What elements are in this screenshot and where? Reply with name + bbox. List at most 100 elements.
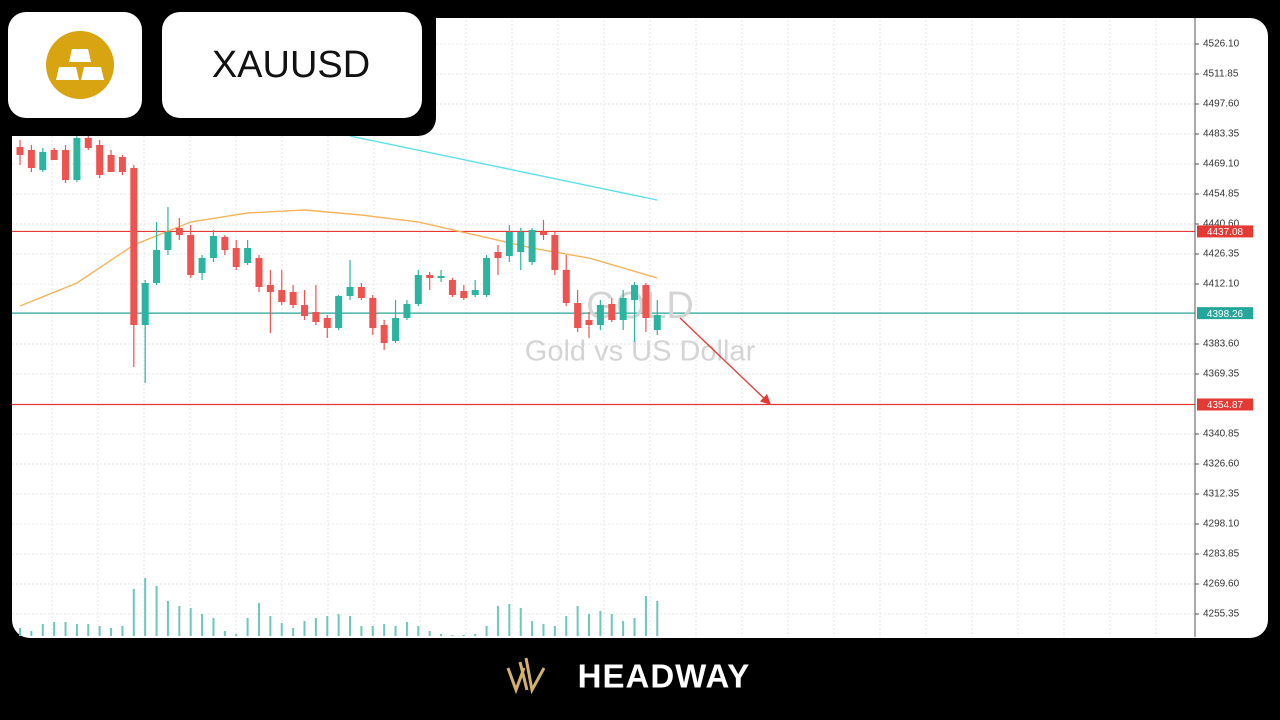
volume-bar bbox=[110, 628, 113, 636]
volume-bar bbox=[405, 622, 408, 636]
volume-bar bbox=[485, 626, 488, 636]
candle-body bbox=[141, 282, 149, 325]
candle-body bbox=[278, 290, 286, 303]
candle-body bbox=[266, 284, 274, 293]
volume-bar bbox=[246, 618, 249, 636]
moving-average bbox=[19, 209, 658, 307]
candle-body bbox=[312, 312, 320, 323]
volume-bar bbox=[212, 618, 215, 636]
volume-bar bbox=[166, 601, 169, 636]
candle-body bbox=[426, 274, 434, 279]
volume-bar bbox=[576, 606, 579, 636]
y-tick-label: 4497.60 bbox=[1203, 99, 1240, 110]
candle-body bbox=[494, 252, 502, 259]
candle-body bbox=[198, 258, 206, 273]
volume-bar bbox=[383, 624, 386, 636]
candle-body bbox=[392, 318, 400, 341]
volume-bar bbox=[280, 623, 283, 636]
y-tick-label: 4412.10 bbox=[1203, 279, 1240, 290]
y-tick-label: 4255.35 bbox=[1203, 609, 1240, 620]
candle-body bbox=[27, 150, 35, 169]
volume-bar bbox=[87, 624, 90, 636]
volume-bar bbox=[326, 616, 329, 636]
price-label-box bbox=[1197, 398, 1253, 411]
volume-bar bbox=[599, 611, 602, 636]
price-label: 4437.08 bbox=[1207, 227, 1244, 238]
candle-body bbox=[62, 150, 70, 181]
candle-body bbox=[585, 320, 593, 325]
volume-bar bbox=[588, 614, 590, 636]
y-tick-label: 4340.85 bbox=[1203, 429, 1240, 440]
gold-icon bbox=[46, 31, 114, 99]
volume-bar bbox=[371, 626, 374, 636]
price-label: 4398.26 bbox=[1207, 309, 1244, 320]
candle-body bbox=[551, 234, 559, 271]
volume-bar bbox=[178, 606, 181, 636]
candle-body bbox=[255, 258, 263, 287]
candle-body bbox=[653, 314, 661, 331]
volume-bar bbox=[189, 608, 192, 636]
volume-bar bbox=[121, 626, 124, 636]
volume-bar bbox=[451, 635, 454, 636]
candle-body bbox=[414, 274, 422, 305]
y-tick-label: 4383.60 bbox=[1203, 339, 1240, 350]
candle-body bbox=[346, 286, 354, 297]
volume-bar bbox=[41, 624, 44, 636]
volume-bar bbox=[644, 596, 647, 636]
candle-body bbox=[73, 138, 81, 181]
candle-body bbox=[574, 302, 582, 329]
volume-bar bbox=[610, 614, 613, 636]
volume-bar bbox=[428, 631, 431, 636]
candle-body bbox=[96, 144, 104, 175]
candle-body bbox=[118, 156, 126, 173]
volume-bar bbox=[98, 626, 101, 636]
candle-body bbox=[631, 284, 639, 301]
candle-body bbox=[107, 154, 115, 173]
candle-body bbox=[369, 298, 377, 329]
candle-body bbox=[539, 232, 547, 235]
volume-bar bbox=[565, 616, 568, 636]
volume-bar bbox=[474, 634, 477, 636]
y-tick-label: 4511.85 bbox=[1203, 69, 1239, 80]
volume-bar bbox=[462, 635, 465, 636]
candle-body bbox=[232, 248, 240, 267]
candle-body bbox=[619, 298, 627, 321]
candle-body bbox=[244, 248, 252, 263]
volume-bar bbox=[75, 624, 78, 636]
candle-body bbox=[380, 324, 388, 343]
volume-bar bbox=[64, 622, 67, 636]
candle-body bbox=[357, 286, 365, 299]
candle-body bbox=[471, 290, 479, 295]
y-tick-label: 4454.85 bbox=[1203, 189, 1240, 200]
y-tick-label: 4326.60 bbox=[1203, 459, 1240, 470]
y-tick-label: 4269.60 bbox=[1203, 579, 1240, 590]
volume-bar bbox=[314, 618, 317, 636]
volume-bar bbox=[53, 622, 56, 636]
y-tick-label: 4369.35 bbox=[1203, 369, 1240, 380]
candle-body bbox=[39, 152, 47, 171]
volume-bar bbox=[349, 616, 352, 636]
y-tick-label: 4526.10 bbox=[1203, 39, 1240, 50]
symbol-card bbox=[162, 12, 422, 118]
y-tick-label: 4298.10 bbox=[1203, 519, 1240, 530]
candle-body bbox=[84, 138, 92, 149]
candle-body bbox=[517, 232, 525, 253]
volume-bar bbox=[155, 586, 158, 636]
volume-bar bbox=[269, 616, 272, 636]
volume-bar bbox=[257, 603, 260, 636]
candle-body bbox=[153, 250, 161, 283]
candle-body bbox=[528, 230, 536, 263]
candle-body bbox=[460, 290, 468, 299]
volume-bar bbox=[496, 606, 499, 636]
volume-bar bbox=[519, 608, 522, 636]
candle-body bbox=[483, 258, 491, 295]
y-tick-label: 4283.85 bbox=[1203, 549, 1240, 560]
candle-body bbox=[289, 292, 297, 305]
volume-bar bbox=[201, 614, 204, 636]
volume-bar bbox=[542, 624, 545, 636]
price-label-box bbox=[1197, 307, 1253, 320]
volume-bar bbox=[19, 628, 21, 636]
price-label: 4354.87 bbox=[1207, 400, 1244, 411]
volume-bar bbox=[417, 626, 420, 636]
